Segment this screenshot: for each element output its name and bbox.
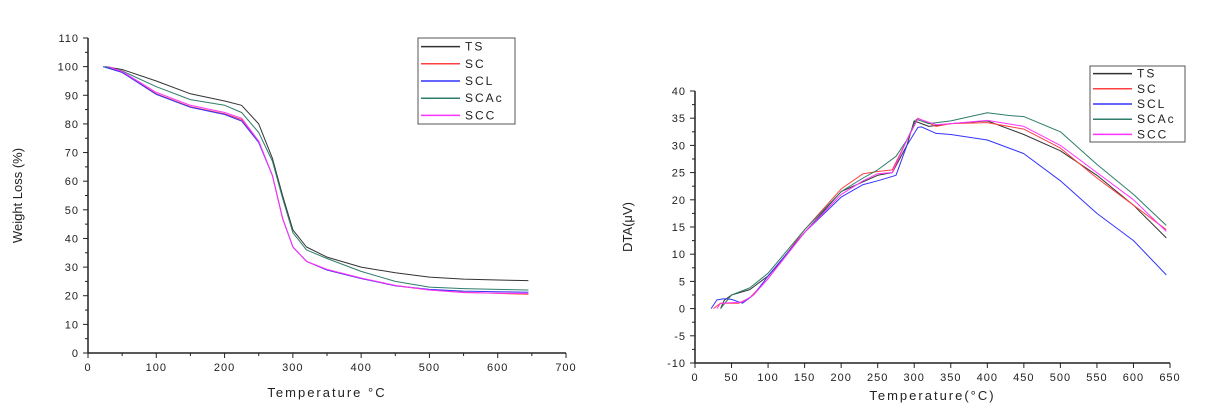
series-line-scc [716, 118, 1167, 309]
y-tick-label: 70 [65, 148, 79, 160]
x-tick-label: 500 [419, 362, 440, 374]
legend-label: SCC [465, 108, 496, 122]
y-tick-label: 20 [672, 195, 686, 207]
y-tick-label: 25 [672, 168, 686, 180]
series-line-scc [108, 66, 529, 294]
y-tick-label: 20 [65, 291, 79, 303]
x-tick-label: 350 [940, 372, 961, 384]
y-tick-label: 10 [65, 319, 79, 331]
legend-label: TS [465, 40, 484, 54]
series-line-sc [713, 117, 1167, 310]
y-tick-label: 60 [65, 176, 79, 188]
y-tick-label: 35 [672, 113, 686, 125]
x-tick-label: 700 [555, 362, 576, 374]
x-tick-label: 100 [757, 372, 778, 384]
x-tick-label: 450 [1013, 372, 1034, 384]
legend-label: SC [1137, 82, 1158, 96]
tga-chart: 0 100 200 300 400 500 600 700 0 10 20 30 40 50 60 70 80 9… [10, 33, 576, 400]
y-tick-label: 10 [672, 249, 686, 261]
legend: TS SC SCL SCAc SCC [417, 37, 516, 125]
series-line-scl [710, 126, 1167, 309]
x-tick-label: 250 [867, 372, 888, 384]
legend-label: SCC [1137, 127, 1168, 141]
x-tick-label: 400 [977, 372, 998, 384]
x-tick-label: 150 [794, 372, 815, 384]
legend-label: SCL [1137, 97, 1166, 111]
x-tick-label: 200 [830, 372, 851, 384]
y-tick-label: 0 [72, 348, 79, 360]
x-tick-label: 0 [691, 372, 698, 384]
legend-label: SCL [465, 74, 494, 88]
x-tick-label: 500 [1050, 372, 1071, 384]
x-tick-label: 200 [214, 362, 235, 374]
x-tick-label: 400 [350, 362, 371, 374]
x-axis-title: Temperature °C [267, 385, 386, 400]
x-tick-label: 600 [487, 362, 508, 374]
y-tick-label: 5 [679, 276, 686, 288]
y-tick-label: 80 [65, 119, 79, 131]
y-tick-label: 30 [672, 140, 686, 152]
legend-label: SCAc [465, 91, 504, 105]
legend-label: SCAc [1137, 112, 1176, 126]
y-tick-label: 50 [65, 205, 79, 217]
y-axis-title: DTA(μV) [620, 202, 635, 252]
x-tick-label: 50 [724, 372, 738, 384]
x-tick-label: 650 [1159, 372, 1180, 384]
y-tick-label: -5 [674, 331, 686, 343]
x-tick-label: 300 [282, 362, 303, 374]
x-tick-label: 100 [146, 362, 167, 374]
y-tick-label: 100 [58, 62, 79, 74]
series-line-scac [720, 112, 1167, 309]
series-line-ts [105, 66, 529, 282]
x-tick-label: 600 [1123, 372, 1144, 384]
legend-label: SC [465, 57, 486, 71]
x-tick-label: 550 [1086, 372, 1107, 384]
dta-chart: 0 50 100 150 200 250 300 350 400 450 500 550 600 650-… [620, 65, 1186, 403]
y-tick-label: 90 [65, 90, 79, 102]
legend-label: TS [1137, 67, 1156, 81]
y-axis-title: Weight Loss (%) [10, 148, 25, 243]
x-tick-label: 300 [904, 372, 925, 384]
x-axis-title: Temperature(°C) [869, 388, 995, 403]
x-tick-label: 0 [84, 362, 91, 374]
series-line-scac [104, 66, 529, 291]
y-tick-label: 40 [672, 86, 686, 98]
y-tick-label: 110 [58, 33, 79, 45]
y-tick-label: -10 [667, 358, 686, 370]
y-tick-label: 30 [65, 262, 79, 274]
y-tick-label: 15 [672, 222, 686, 234]
y-tick-label: 40 [65, 233, 79, 245]
y-tick-label: 0 [679, 304, 686, 316]
